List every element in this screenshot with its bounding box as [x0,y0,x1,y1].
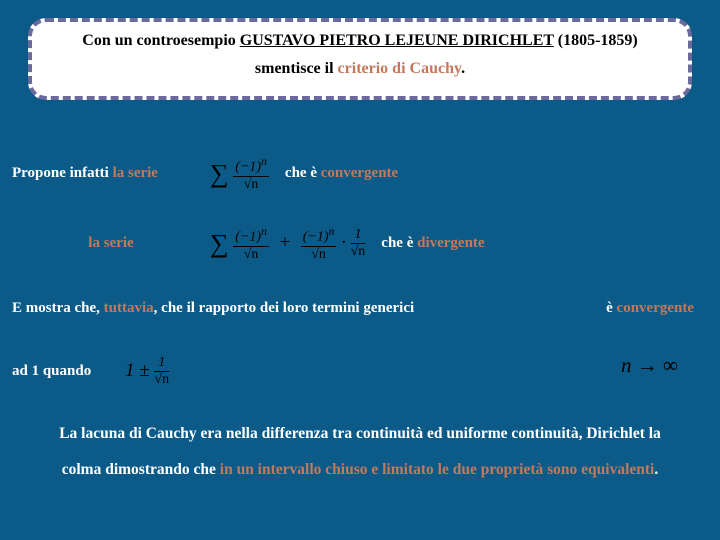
callout-prefix: Con un controesempio [82,32,240,49]
line-ratio: E mostra che, tuttavia, che il rapporto … [12,300,708,317]
l3-right-prefix: è [606,300,616,316]
l3-mid: , che il rapporto dei loro termini gener… [154,300,415,316]
f2b-den: √n [301,247,337,262]
l3-right: è convergente [606,300,694,317]
conclusion-paragraph: La lacuna di Cauchy era nella differenza… [46,416,674,487]
row2-lead-hl: la serie [88,235,133,251]
row1-lead: Propone infatti la serie [12,165,210,182]
l3-right-hl: convergente [617,300,694,316]
callout-l2-hl: criterio di Cauchy [338,60,462,77]
row2-lead: la serie [12,235,210,252]
fr-den: √n [154,372,169,387]
l4-prefix: ad 1 quando [12,363,91,379]
para-t1: La lacuna di Cauchy era nella differenza… [59,425,507,442]
row1-tail-hl: convergente [321,165,398,181]
row2-tail: che è divergente [381,235,484,252]
row2-tail-hl: divergente [417,235,484,251]
limit-arrow: → ∞ [632,353,678,377]
f2c-den: √n [351,244,366,259]
l3-hl: tuttavia [104,300,154,316]
row-divergent: la serie ∑ (−1)n√n + (−1)n√n · 1√n che è… [12,226,720,262]
dirichlet-callout: Con un controesempio GUSTAVO PIETRO LEJE… [28,18,692,100]
row1-lead-prefix: Propone infatti [12,165,113,181]
row2-tail-prefix: che è [381,235,417,251]
formula-ratio: 1 ± 1√n [125,360,169,381]
formula-series-1: ∑ (−1)n√n [210,156,269,192]
callout-dates: (1805-1859) [554,32,638,49]
formula-limit: n → ∞ [621,353,678,378]
f2a-den: √n [233,247,269,262]
fr-num: 1 [154,356,169,372]
callout-line1: Con un controesempio GUSTAVO PIETRO LEJE… [46,32,674,50]
l3-prefix: E mostra che, [12,300,104,316]
row1-tail-prefix: che è [285,165,321,181]
para-hl: in un intervallo chiuso e limitato le du… [220,461,655,478]
formula-series-2: ∑ (−1)n√n + (−1)n√n · 1√n [210,226,365,262]
callout-l2-prefix: smentisce il [255,60,338,77]
row1-tail: che è convergente [285,165,398,182]
row1-lead-hl: la serie [113,165,158,181]
callout-line2: smentisce il criterio di Cauchy. [46,60,674,78]
f2c-num: 1 [351,228,366,244]
f2b-num-base: (−1) [303,230,329,245]
callout-l2-suffix: . [461,60,465,77]
f2a-num-base: (−1) [235,230,261,245]
f1-den: √n [233,177,269,192]
f2a-num-sup: n [261,225,267,238]
fr-pm: 1 ± [125,360,154,381]
f1-num-sup: n [261,155,267,168]
row-convergent: Propone infatti la serie ∑ (−1)n√n che è… [12,156,720,192]
f1-num-base: (−1) [235,160,261,175]
callout-name: GUSTAVO PIETRO LEJEUNE DIRICHLET [240,32,554,49]
limit-n: n [621,353,632,377]
para-t3: . [654,461,658,478]
f2b-num-sup: n [329,225,335,238]
line-limit: ad 1 quando 1 ± 1√n n → ∞ [12,356,708,387]
